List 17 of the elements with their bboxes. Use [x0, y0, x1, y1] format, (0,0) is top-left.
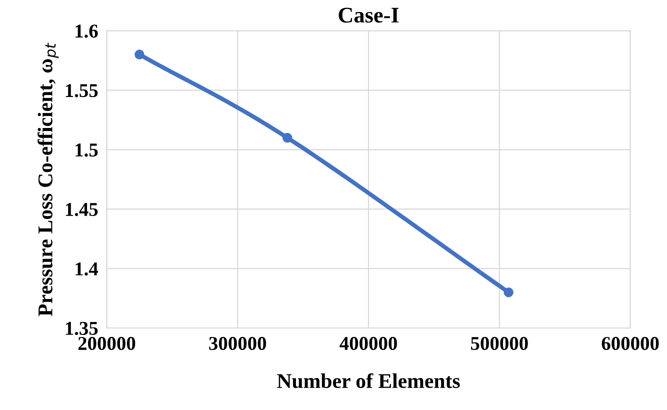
- y-tick-label: 1.5: [76, 144, 98, 157]
- x-tick-label: 400000: [340, 336, 397, 350]
- y-tick-label: 1.4: [76, 262, 98, 276]
- y-tick-label: 1.45: [66, 203, 98, 216]
- x-tick-label: 200000: [78, 336, 136, 350]
- x-tick-label: 500000: [471, 336, 528, 350]
- y-tick-label: 1.55: [66, 84, 98, 98]
- chart-title: Case-I: [338, 8, 399, 23]
- x-tick-label: 300000: [209, 336, 266, 350]
- x-tick-label: 600000: [602, 336, 659, 350]
- y-tick-label: 1.6: [76, 24, 98, 38]
- y-tick-label: 1.35: [66, 322, 98, 336]
- x-axis-title: Number of Elements: [277, 373, 460, 388]
- point: [504, 287, 514, 298]
- point: [134, 50, 144, 60]
- y-axis-title: Pressure Loss Co-efficient, ω$_{pt}$: [38, 42, 59, 316]
- point: [282, 132, 292, 143]
